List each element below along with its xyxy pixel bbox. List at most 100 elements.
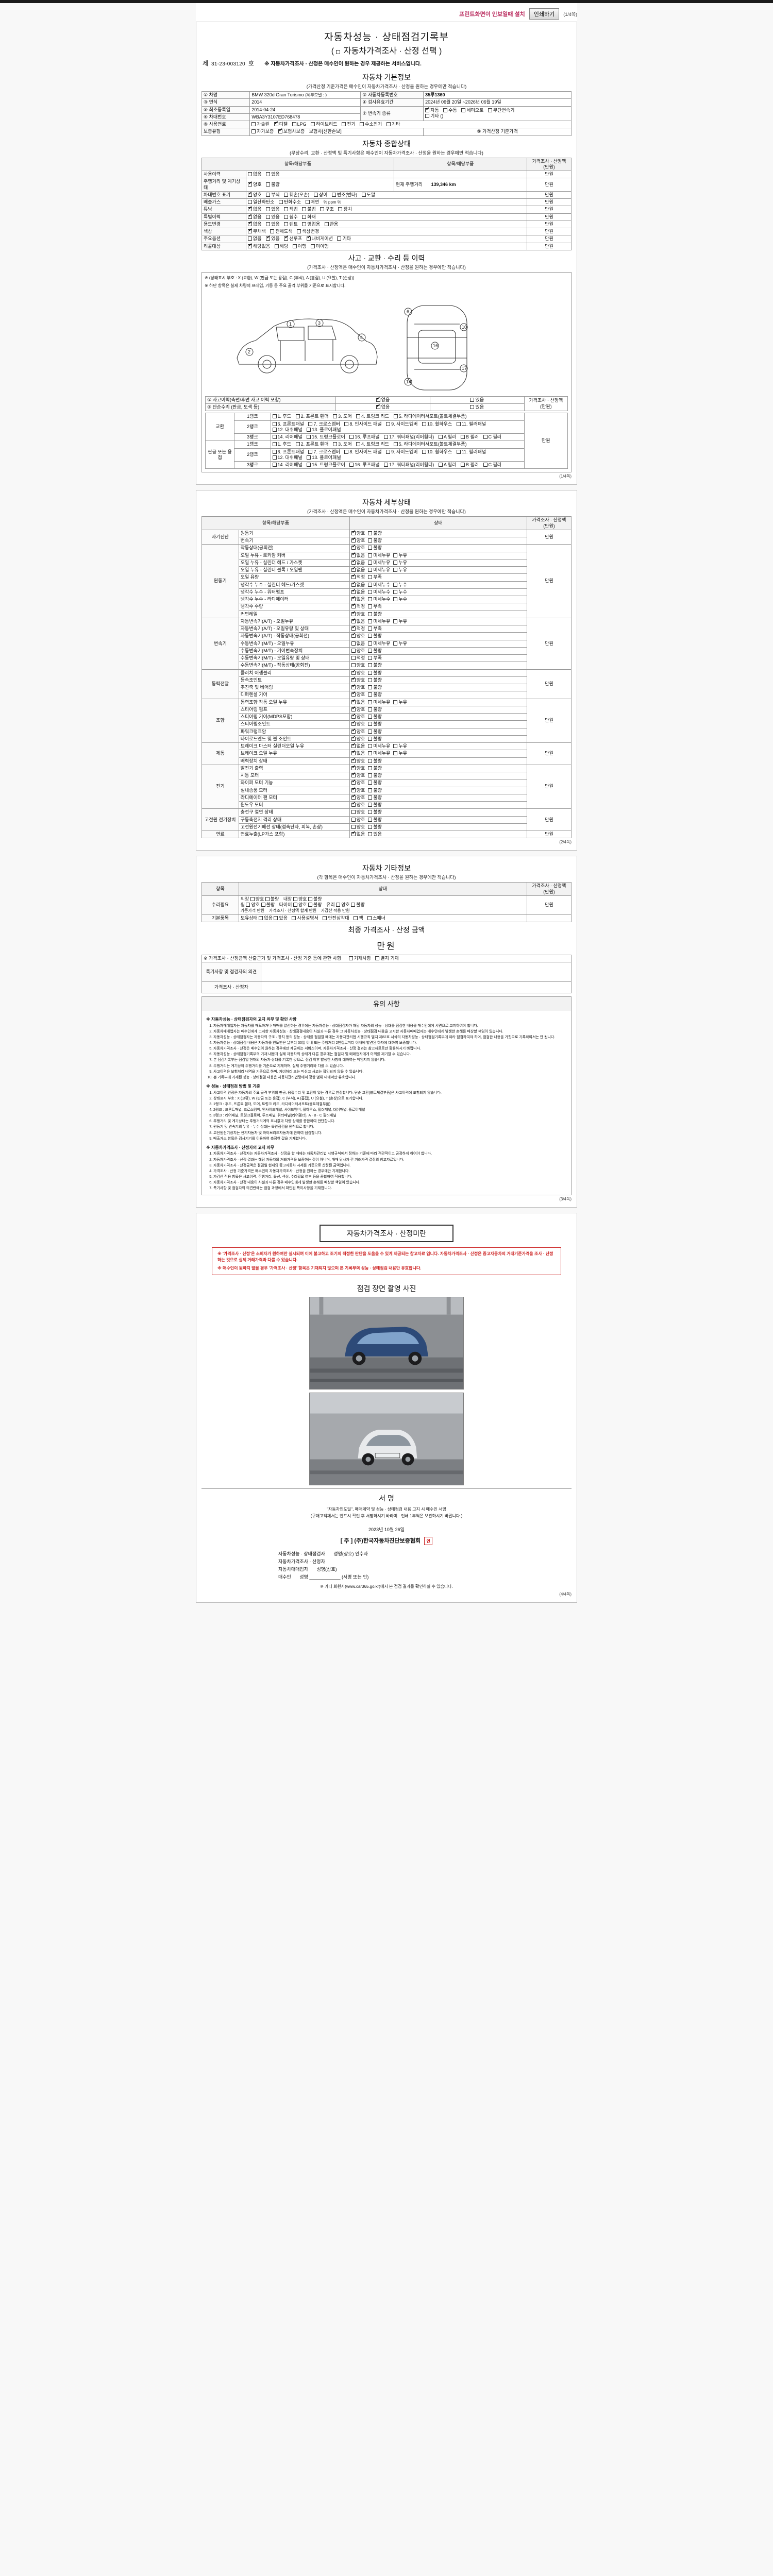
checkbox-icon[interactable] [351, 735, 356, 741]
detail-opt-1-0-1[interactable]: 불량 [368, 545, 382, 551]
repair-exterior[interactable]: 외장 양호 불량 [240, 896, 279, 902]
checkbox-icon[interactable] [368, 788, 373, 792]
trans-opt-manual[interactable]: 수동 [443, 108, 457, 113]
part-wd-a[interactable]: A 필러 [438, 462, 456, 468]
detail-opt-2-0-1[interactable]: 미세누유 [368, 619, 390, 624]
detail-opt-6-5-1[interactable]: 불량 [368, 802, 382, 808]
detail-opt-4-5-1[interactable]: 불량 [368, 736, 382, 742]
detail-opt-1-2-1[interactable]: 미세누유 [368, 560, 390, 566]
warranty-opt-self[interactable]: 자가보증 [251, 129, 274, 134]
checkbox-icon[interactable] [368, 729, 373, 734]
detail-opt-6-3-1[interactable]: 불량 [368, 788, 382, 793]
checkbox-icon[interactable] [323, 916, 327, 920]
detail-opt-6-0-0[interactable]: 양호 [351, 765, 365, 771]
checkbox-icon[interactable] [311, 122, 315, 126]
checkbox-icon[interactable] [368, 781, 373, 785]
checkbox-icon[interactable] [393, 619, 398, 623]
checkbox-icon[interactable] [272, 463, 277, 467]
detail-opt-4-0-2[interactable]: 누유 [393, 700, 407, 705]
detail-opt-1-9-1[interactable]: 불량 [368, 612, 382, 617]
checkbox-icon[interactable] [393, 744, 398, 748]
checkbox-icon[interactable] [368, 766, 373, 770]
final-opt-attached[interactable]: 별지 기재 [375, 956, 399, 961]
part-wd-11[interactable]: 11. 필러패널 [456, 449, 486, 455]
checkbox-icon[interactable] [368, 575, 373, 580]
emission-opt-hc[interactable]: 탄화수소 [278, 199, 301, 205]
checkbox-icon[interactable] [368, 560, 373, 565]
checkbox-icon[interactable] [368, 604, 373, 609]
detail-opt-1-3-1[interactable]: 미세누유 [368, 567, 390, 573]
usechange-opt-none[interactable]: 없음 [248, 221, 262, 227]
detail-opt-1-4-1[interactable]: 부족 [368, 574, 382, 580]
detail-opt-4-2-0[interactable]: 양호 [351, 713, 365, 720]
part-wd-5[interactable]: 5. 라디에이터서포트(볼트체결부품) [393, 442, 467, 447]
checkbox-icon[interactable] [368, 758, 373, 763]
checkbox-icon[interactable] [351, 588, 356, 594]
detail-opt-5-0-2[interactable]: 누유 [393, 743, 407, 749]
checkbox-icon[interactable] [351, 669, 356, 675]
checkbox-icon[interactable] [368, 546, 373, 550]
checkbox-icon[interactable] [308, 903, 313, 907]
detail-opt-5-0-1[interactable]: 미세누유 [368, 743, 390, 749]
vin-opt-good[interactable]: 양호 [248, 191, 262, 198]
checkbox-icon[interactable] [349, 463, 354, 467]
checkbox-icon[interactable] [351, 903, 356, 907]
checkbox-icon[interactable] [272, 435, 277, 439]
part-ex-12[interactable]: 12. 대쉬패널 [272, 427, 303, 433]
checkbox-icon[interactable] [356, 414, 361, 419]
part-ex-8[interactable]: 8. 인사이드 패널 [344, 421, 382, 427]
checkbox-icon[interactable] [351, 559, 356, 565]
basicitem-manual[interactable]: 사용설명서 [292, 916, 318, 921]
part-ex-16[interactable]: 16. 루프패널 [349, 434, 380, 440]
part-ex-1[interactable]: 1. 후드 [272, 414, 291, 419]
checkbox-icon[interactable] [351, 656, 356, 660]
checkbox-icon[interactable] [331, 192, 336, 197]
checkbox-icon[interactable] [292, 122, 296, 126]
part-wd-4[interactable]: 4. 트렁크 리드 [356, 442, 389, 447]
checkbox-icon[interactable] [386, 449, 391, 454]
detail-opt-3-3-1[interactable]: 불량 [368, 692, 382, 698]
checkbox-icon[interactable] [349, 435, 354, 439]
repair-glass[interactable]: 유리 양호 불량 [326, 902, 365, 907]
detail-opt-7-2-0[interactable]: 양호 [351, 824, 365, 830]
detail-opt-6-2-0[interactable]: 양호 [351, 779, 365, 786]
detail-opt-5-0-0[interactable]: 없음 [351, 742, 365, 749]
emission-opt-smoke[interactable]: 매연 [305, 199, 319, 205]
detail-opt-1-3-0[interactable]: 없음 [351, 566, 365, 573]
opt-good[interactable]: 양호 [248, 181, 262, 188]
checkbox-icon[interactable] [351, 603, 356, 609]
accident-crossmember-yes[interactable]: 있음 [429, 396, 525, 404]
checkbox-icon[interactable] [368, 803, 373, 807]
checkbox-icon[interactable] [351, 552, 356, 557]
checkbox-icon[interactable] [368, 677, 373, 682]
checkbox-icon[interactable] [351, 530, 356, 535]
checkbox-icon[interactable] [351, 625, 356, 631]
detail-opt-4-0-0[interactable]: 없음 [351, 699, 365, 705]
checkbox-icon[interactable] [368, 656, 373, 660]
detail-opt-1-1-1[interactable]: 미세누유 [368, 553, 390, 558]
checkbox-icon[interactable] [368, 531, 373, 535]
checkbox-icon[interactable] [302, 214, 307, 219]
detail-opt-2-0-0[interactable]: 없음 [351, 618, 365, 624]
tuning-opt-structure[interactable]: 구조 [320, 207, 334, 212]
accident-simple-yes[interactable]: 있음 [429, 403, 525, 412]
part-ex-b[interactable]: B 필러 [460, 434, 479, 440]
checkbox-icon[interactable] [393, 589, 398, 594]
detail-opt-3-0-1[interactable]: 불량 [368, 670, 382, 676]
part-wd-17[interactable]: 17. 쿼터패널(리어휀더) [384, 462, 434, 468]
checkbox-icon[interactable] [248, 236, 253, 241]
checkbox-icon[interactable] [351, 691, 356, 697]
detail-opt-1-8-1[interactable]: 부족 [368, 604, 382, 609]
detail-opt-1-9-0[interactable]: 양호 [351, 611, 365, 617]
detail-opt-2-4-0[interactable]: 양호 [351, 648, 365, 654]
detail-opt-2-6-1[interactable]: 불량 [368, 663, 382, 668]
tuning-opt-none[interactable]: 없음 [248, 206, 262, 212]
checkbox-icon[interactable] [248, 228, 253, 233]
checkbox-icon[interactable] [248, 200, 253, 204]
checkbox-icon[interactable] [266, 182, 271, 187]
detail-opt-1-5-0[interactable]: 없음 [351, 581, 365, 588]
detail-opt-6-3-0[interactable]: 양호 [351, 787, 365, 793]
checkbox-icon[interactable] [351, 713, 356, 719]
checkbox-icon[interactable] [313, 192, 318, 197]
part-ex-13[interactable]: 13. 플로어패널 [307, 427, 341, 433]
